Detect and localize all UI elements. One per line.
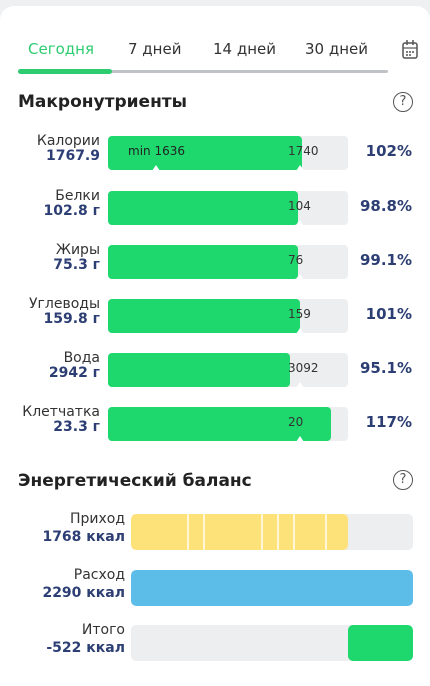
tab-14-days[interactable]: 14 дней bbox=[213, 40, 277, 58]
macro-percent: 117% bbox=[365, 413, 412, 431]
macro-bar-fill bbox=[108, 353, 290, 387]
energy-bar-fill bbox=[348, 625, 413, 661]
energy-label: Итого bbox=[81, 622, 125, 638]
macro-percent: 98.8% bbox=[359, 197, 412, 215]
macro-label: Вода bbox=[63, 350, 100, 366]
macro-target-label: 1740 bbox=[288, 144, 319, 158]
macro-bar: 76 bbox=[108, 245, 348, 280]
macro-target-label: 20 bbox=[288, 415, 304, 429]
macro-row-calories: Калории 1767.9 min 1636 1740 102% bbox=[0, 133, 430, 173]
period-tabs: Сегодня 7 дней 14 дней 30 дней bbox=[18, 36, 418, 74]
target-marker bbox=[296, 328, 304, 334]
macro-percent: 102% bbox=[365, 142, 412, 160]
macro-bar-fill bbox=[108, 299, 300, 333]
target-marker bbox=[296, 382, 304, 388]
macro-bar: 104 bbox=[108, 191, 348, 226]
macro-value: 2942 г bbox=[48, 365, 100, 381]
energy-value: -522 ккал bbox=[46, 640, 125, 656]
tab-7-days[interactable]: 7 дней bbox=[128, 40, 182, 58]
segment-divider bbox=[293, 514, 295, 550]
macro-row-protein: Белки 102.8 г 104 98.8% bbox=[0, 188, 430, 228]
macro-value: 1767.9 bbox=[45, 148, 100, 164]
energy-label: Расход bbox=[73, 567, 125, 583]
macro-row-fiber: Клетчатка 23.3 г 20 117% bbox=[0, 404, 430, 444]
energy-row-expense: Расход 2290 ккал bbox=[0, 567, 430, 607]
tab-30-days[interactable]: 30 дней bbox=[305, 40, 369, 58]
macro-target-label: 104 bbox=[288, 199, 311, 213]
nutrition-card: Сегодня 7 дней 14 дней 30 дней Макронутр… bbox=[0, 6, 430, 686]
macro-bar: 159 bbox=[108, 299, 348, 334]
tab-today[interactable]: Сегодня bbox=[28, 40, 94, 58]
macro-bar-fill bbox=[108, 191, 298, 225]
energy-bar-fill bbox=[131, 570, 413, 606]
energy-bar-fill bbox=[131, 514, 348, 550]
segment-divider bbox=[325, 514, 327, 550]
macro-label: Калории bbox=[36, 133, 100, 149]
macro-bar-fill bbox=[108, 245, 298, 279]
macro-target-label: 3092 bbox=[288, 361, 319, 375]
target-marker bbox=[296, 220, 304, 226]
energy-row-intake: Приход 1768 ккал bbox=[0, 511, 430, 551]
energy-bar bbox=[131, 570, 413, 606]
macro-bar: min 1636 1740 bbox=[108, 136, 348, 171]
energy-value: 1768 ккал bbox=[42, 529, 125, 545]
macro-value: 159.8 г bbox=[43, 311, 100, 327]
calendar-icon[interactable] bbox=[402, 38, 418, 60]
macro-bar-fill bbox=[108, 136, 302, 170]
macro-label: Жиры bbox=[55, 242, 100, 258]
macro-percent: 101% bbox=[365, 305, 412, 323]
macro-target-label: 159 bbox=[288, 307, 311, 321]
macro-bar: 3092 bbox=[108, 353, 348, 388]
tab-underline bbox=[18, 70, 388, 73]
macro-value: 75.3 г bbox=[53, 257, 100, 273]
macro-target-label: 76 bbox=[288, 253, 304, 267]
energy-row-total: Итого -522 ккал bbox=[0, 622, 430, 662]
energy-bar bbox=[131, 514, 413, 550]
macro-label: Клетчатка bbox=[22, 404, 100, 420]
macro-row-fat: Жиры 75.3 г 76 99.1% bbox=[0, 242, 430, 282]
macro-bar-fill bbox=[108, 407, 331, 441]
energy-help-icon[interactable]: ? bbox=[393, 470, 413, 490]
macro-percent: 95.1% bbox=[359, 359, 412, 377]
macro-row-carbs: Углеводы 159.8 г 159 101% bbox=[0, 296, 430, 336]
target-marker bbox=[296, 165, 304, 171]
segment-divider bbox=[187, 514, 189, 550]
energy-bar bbox=[131, 625, 413, 661]
segment-divider bbox=[277, 514, 279, 550]
macro-value: 23.3 г bbox=[53, 419, 100, 435]
macros-help-icon[interactable]: ? bbox=[393, 92, 413, 112]
energy-label: Приход bbox=[69, 511, 125, 527]
target-marker bbox=[296, 436, 304, 442]
macro-label: Углеводы bbox=[29, 296, 100, 312]
segment-divider bbox=[261, 514, 263, 550]
target-marker bbox=[296, 274, 304, 280]
macro-bar: 20 bbox=[108, 407, 348, 442]
energy-title: Энергетический баланс bbox=[18, 471, 252, 491]
tab-active-indicator bbox=[18, 69, 112, 74]
macro-min-label: min 1636 bbox=[128, 144, 185, 158]
macro-percent: 99.1% bbox=[359, 251, 412, 269]
macro-label: Белки bbox=[55, 188, 100, 204]
macro-value: 102.8 г bbox=[43, 203, 100, 219]
macro-row-water: Вода 2942 г 3092 95.1% bbox=[0, 350, 430, 390]
energy-value: 2290 ккал bbox=[42, 585, 125, 601]
segment-divider bbox=[203, 514, 205, 550]
macros-title: Макронутриенты bbox=[18, 92, 188, 112]
min-marker bbox=[152, 165, 160, 171]
